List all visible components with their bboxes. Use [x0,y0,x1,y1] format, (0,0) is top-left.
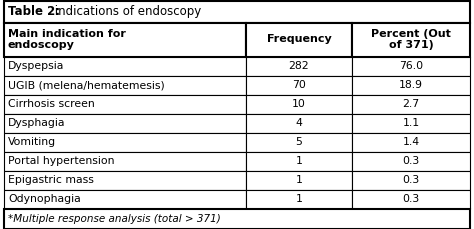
Bar [4,57,246,76]
Text: 76.0: 76.0 [399,61,423,71]
Text: Frequency: Frequency [266,35,331,44]
Text: 1: 1 [296,175,302,185]
Bar [246,133,352,152]
Bar [4,190,246,208]
Bar [352,95,470,114]
Bar [352,114,470,133]
Bar [4,171,246,190]
Bar [4,133,246,152]
Text: indications of endoscopy: indications of endoscopy [51,5,201,18]
Bar [4,152,246,171]
Text: 4: 4 [296,118,302,128]
Bar [246,95,352,114]
Bar [4,0,470,22]
Bar [246,171,352,190]
Bar [4,114,246,133]
Bar [246,57,352,76]
Text: Percent (Out
of 371): Percent (Out of 371) [371,29,451,50]
Text: Table 2:: Table 2: [8,5,60,18]
Text: 0.3: 0.3 [402,175,419,185]
Text: 1: 1 [296,194,302,204]
Text: 2.7: 2.7 [402,99,419,109]
Text: 0.3: 0.3 [402,156,419,166]
Text: 5: 5 [296,137,302,147]
Text: UGIB (melena/hematemesis): UGIB (melena/hematemesis) [8,80,165,90]
Text: 10: 10 [292,99,306,109]
Text: Epigastric mass: Epigastric mass [8,175,94,185]
Text: Vomiting: Vomiting [8,137,56,147]
Bar [246,190,352,208]
Text: Dysphagia: Dysphagia [8,118,65,128]
Text: 70: 70 [292,80,306,90]
Text: Odynophagia: Odynophagia [8,194,81,204]
Bar [4,95,246,114]
Text: Cirrhosis screen: Cirrhosis screen [8,99,95,109]
Text: Dyspepsia: Dyspepsia [8,61,64,71]
Text: *Multiple response analysis (total > 371): *Multiple response analysis (total > 371… [8,213,221,224]
Bar [352,171,470,190]
Bar [352,152,470,171]
Text: Portal hypertension: Portal hypertension [8,156,115,166]
Bar [352,76,470,95]
Text: Main indication for
endoscopy: Main indication for endoscopy [8,29,126,50]
Bar [246,152,352,171]
Bar [352,133,470,152]
Text: 282: 282 [289,61,310,71]
Bar [246,76,352,95]
Bar [246,22,352,57]
Text: 1.4: 1.4 [402,137,419,147]
Text: 1.1: 1.1 [402,118,419,128]
Bar [4,208,470,229]
Bar [352,57,470,76]
Bar [4,76,246,95]
Text: 18.9: 18.9 [399,80,423,90]
Bar [352,22,470,57]
Text: 0.3: 0.3 [402,194,419,204]
Bar [246,114,352,133]
Bar [4,22,246,57]
Bar [352,190,470,208]
Text: 1: 1 [296,156,302,166]
